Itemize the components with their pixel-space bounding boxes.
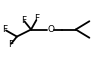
Text: F: F [2, 25, 7, 34]
Text: F: F [21, 16, 26, 25]
Text: F: F [8, 40, 13, 49]
Text: F: F [34, 14, 40, 23]
Text: O: O [47, 25, 54, 34]
